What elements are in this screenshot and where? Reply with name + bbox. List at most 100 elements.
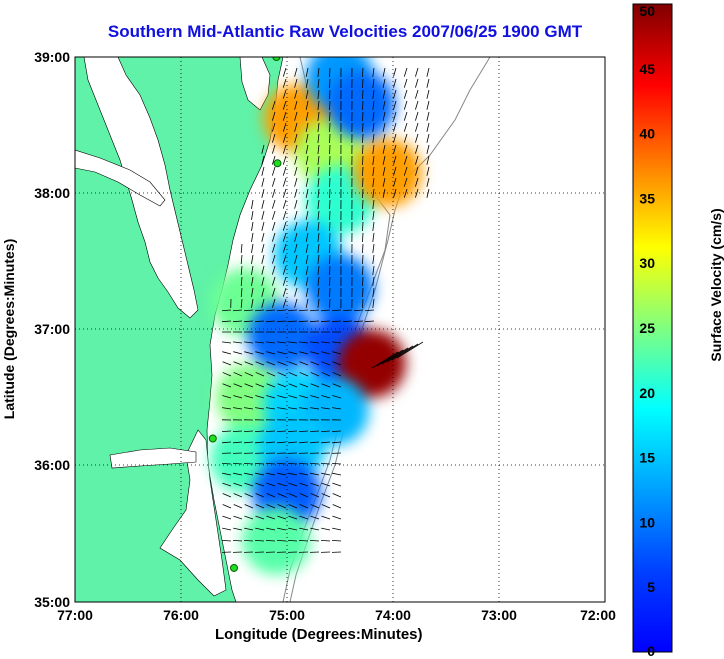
velocity-arrow: [261, 166, 265, 176]
velocity-arrow: [233, 527, 243, 531]
velocity-arrow: [233, 351, 243, 355]
velocity-arrow: [393, 78, 397, 88]
chart-title: Southern Mid-Atlantic Raw Velocities 200…: [107, 22, 583, 41]
velocity-arrow: [372, 232, 375, 242]
velocity-arrow: [372, 67, 375, 77]
velocity-arrow: [294, 100, 298, 110]
velocity-arrow: [321, 504, 331, 509]
colorbar-label: Surface Velocity (cm/s): [708, 208, 724, 361]
velocity-arrow: [382, 122, 386, 132]
velocity-arrow: [372, 265, 375, 275]
velocity-arrow: [254, 309, 265, 312]
velocity-arrow: [403, 100, 408, 110]
velocity-arrow: [282, 276, 287, 286]
velocity-arrow: [255, 504, 265, 509]
x-tick-label: 73:00: [481, 607, 517, 623]
velocity-arrow: [317, 210, 320, 220]
velocity-arrow: [321, 441, 331, 444]
velocity-arrow: [362, 298, 364, 309]
velocity-arrow: [305, 254, 309, 264]
velocity-arrow: [282, 254, 287, 264]
y-tick-label: 38:00: [34, 185, 70, 201]
velocity-arrow: [376, 349, 404, 367]
velocity-arrow: [261, 188, 265, 198]
velocity-arrow: [255, 441, 265, 444]
velocity-arrow: [321, 372, 331, 377]
velocity-arrow: [265, 309, 276, 312]
velocity-arrow: [233, 372, 243, 377]
velocity-arrow: [282, 243, 287, 253]
velocity-arrow: [415, 100, 419, 110]
velocity-arrow: [372, 155, 375, 165]
velocity-arrow: [320, 309, 331, 312]
velocity-arrow: [310, 493, 320, 498]
velocity-arrow: [382, 89, 386, 99]
velocity-arrow: [221, 430, 232, 433]
velocity-arrow: [317, 122, 320, 132]
velocity-arrow: [251, 210, 254, 220]
velocity-arrow: [310, 351, 320, 355]
velocity-arrow: [393, 111, 397, 121]
velocity-arrow: [299, 341, 309, 344]
velocity-arrow: [232, 462, 243, 465]
velocity-arrow: [288, 341, 298, 344]
velocity-arrow: [298, 462, 309, 465]
velocity-arrow: [309, 309, 320, 312]
colorbar-tick-label: 15: [639, 450, 655, 466]
velocity-arrow: [222, 493, 232, 498]
velocity-arrow: [403, 67, 408, 77]
velocity-arrow: [372, 276, 375, 286]
velocity-arrow: [271, 265, 276, 275]
velocity-arrow: [362, 232, 364, 243]
velocity-arrow: [271, 166, 276, 176]
velocity-arrow: [255, 361, 265, 366]
velocity-arrow: [282, 298, 287, 308]
velocity-arrow: [294, 67, 298, 77]
colorbar-tick-label: 30: [639, 255, 655, 271]
velocity-patch: [242, 506, 311, 575]
velocity-arrow: [426, 78, 430, 88]
velocity-arrow: [305, 133, 309, 143]
velocity-arrow: [317, 155, 320, 165]
y-tick-label: 37:00: [34, 321, 70, 337]
velocity-arrow: [299, 527, 309, 531]
velocity-arrow: [244, 493, 254, 498]
velocity-arrow: [271, 155, 276, 165]
velocity-arrow: [393, 67, 397, 77]
colorbar-tick-label: 45: [639, 61, 655, 77]
velocity-arrow: [243, 462, 254, 465]
velocity-arrow: [233, 395, 243, 399]
velocity-arrow: [255, 341, 265, 344]
velocity-arrow: [277, 472, 287, 476]
velocity-arrow: [222, 341, 232, 344]
velocity-arrow: [372, 199, 375, 209]
velocity-arrow: [244, 351, 254, 355]
velocity-arrow: [426, 111, 430, 121]
velocity-arrow: [426, 144, 430, 154]
velocity-arrow: [332, 383, 342, 388]
velocity-arrow: [265, 462, 276, 465]
albemarle-sound: [109, 447, 197, 469]
velocity-arrow: [332, 372, 342, 377]
velocity-arrow: [321, 351, 331, 355]
velocity-arrow: [317, 188, 320, 198]
velocity-arrow: [255, 482, 265, 487]
velocity-arrow: [382, 67, 386, 77]
velocity-arrow: [372, 254, 375, 264]
velocity-arrow: [332, 504, 342, 509]
velocity-arrow: [305, 100, 309, 110]
velocity-arrow: [305, 177, 309, 187]
velocity-arrow: [317, 298, 320, 308]
velocity-arrow: [415, 133, 419, 143]
velocity-arrow: [299, 407, 309, 410]
velocity-arrow: [261, 155, 265, 165]
velocity-arrow: [294, 287, 298, 297]
velocity-arrow: [332, 515, 342, 520]
velocity-arrow: [271, 298, 276, 308]
velocity-arrow: [362, 122, 364, 133]
velocity-arrow: [372, 78, 375, 88]
velocity-arrow: [244, 472, 254, 476]
velocity-arrow: [321, 341, 331, 344]
velocity-arrow: [305, 199, 309, 209]
